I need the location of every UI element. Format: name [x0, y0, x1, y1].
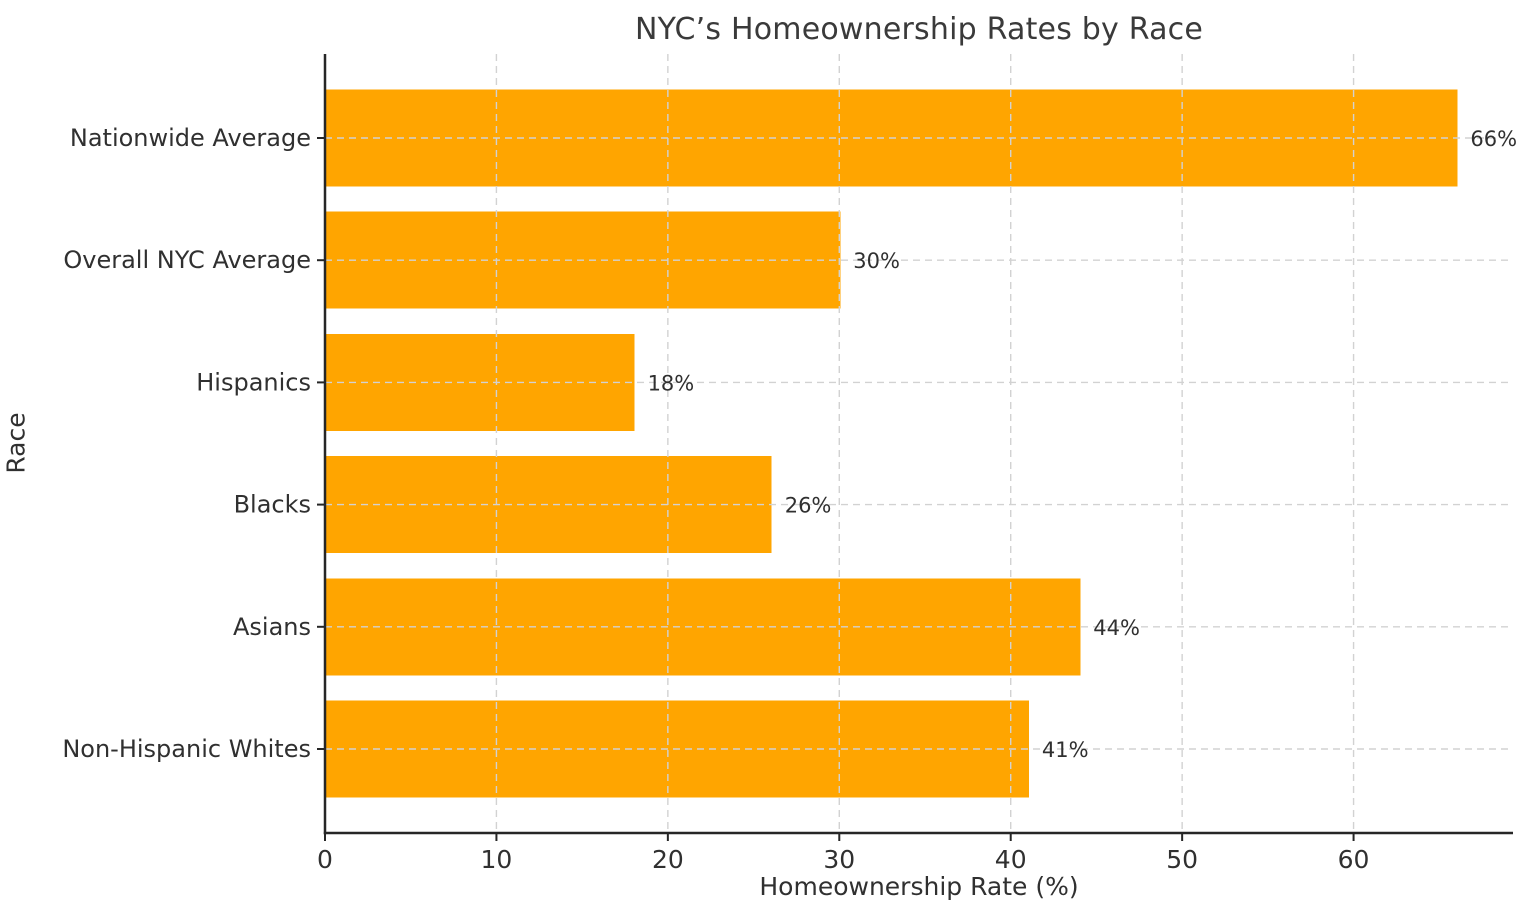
x-tick-label: 40	[995, 845, 1027, 874]
x-tick-label: 0	[317, 845, 333, 874]
x-tick-label: 10	[481, 845, 513, 874]
x-tick-label: 20	[652, 845, 684, 874]
x-tick-label: 30	[823, 845, 855, 874]
value-label-asians: 44%	[1093, 616, 1140, 640]
chart-title: NYC’s Homeownership Rates by Race	[634, 12, 1204, 47]
value-label-nationwide-average: 66%	[1470, 127, 1517, 151]
y-tick-label-asians: Asians	[233, 613, 311, 641]
value-label-non-hispanic-whites: 41%	[1042, 738, 1089, 762]
y-tick-label-overall-nyc-average: Overall NYC Average	[63, 246, 311, 274]
value-label-hispanics: 18%	[648, 371, 695, 395]
x-tick-label: 60	[1338, 845, 1370, 874]
bar-blacks	[326, 456, 772, 554]
y-tick-label-nationwide-average: Nationwide Average	[70, 124, 311, 152]
value-label-overall-nyc-average: 30%	[853, 249, 900, 273]
bar-hispanics	[326, 333, 635, 431]
x-axis-title: Homeownership Rate (%)	[759, 872, 1079, 901]
y-tick-label-non-hispanic-whites: Non-Hispanic Whites	[62, 735, 311, 763]
y-tick-label-blacks: Blacks	[234, 491, 311, 519]
y-axis-title-text: Race	[1, 412, 31, 474]
x-tick-label: 50	[1166, 845, 1198, 874]
value-label-blacks: 26%	[785, 494, 832, 518]
y-tick-label-hispanics: Hispanics	[196, 368, 311, 396]
